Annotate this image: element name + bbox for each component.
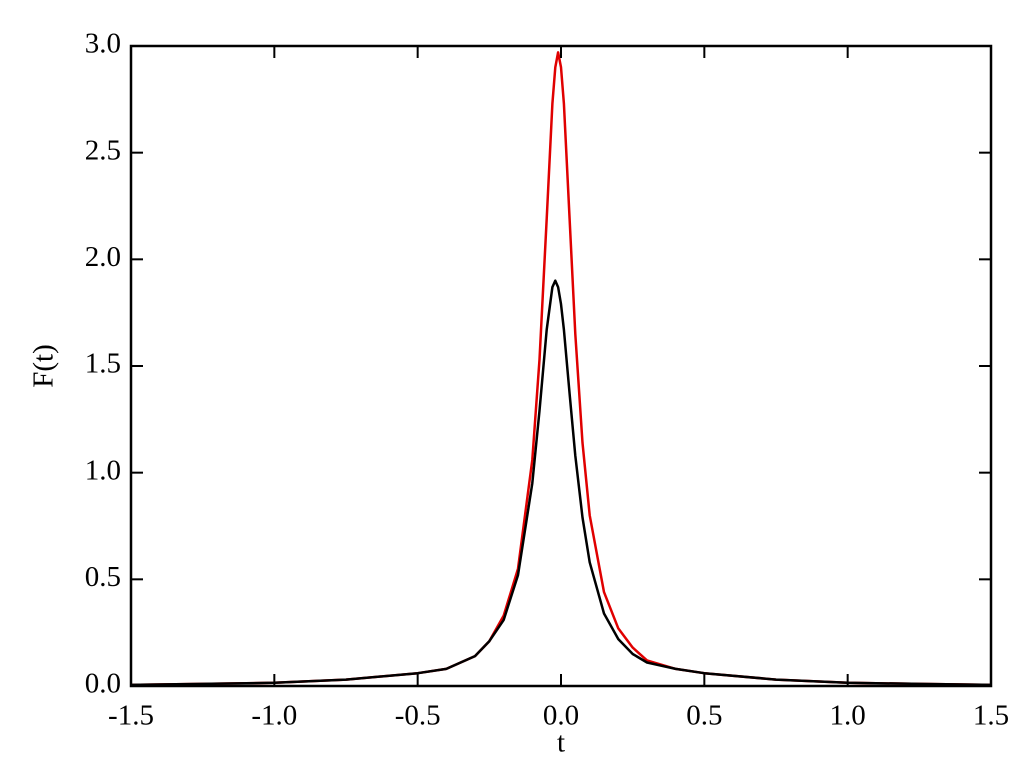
x-tick-label: -1.0	[251, 700, 297, 732]
x-tick-label: 1.5	[973, 700, 1009, 732]
line-series	[130, 279, 992, 687]
y-tick-label: 2.0	[85, 241, 121, 273]
y-tick-label: 3.0	[85, 28, 121, 60]
y-tick-label: 0.0	[85, 668, 121, 700]
y-tick-label: 2.5	[85, 134, 121, 166]
x-axis-label: t	[557, 727, 565, 759]
y-tick-label: 0.5	[85, 561, 121, 593]
y-axis-label: F(t)	[28, 344, 60, 388]
plot-frame	[129, 44, 993, 688]
x-tick-label: -0.5	[395, 700, 441, 732]
y-tick-label: 1.0	[85, 454, 121, 486]
x-tick-label: 1.0	[830, 700, 866, 732]
y-tick-label: 1.5	[85, 348, 121, 380]
line-series	[130, 51, 992, 687]
x-tick-label: 0.0	[543, 700, 579, 732]
x-tick-label: -1.5	[108, 700, 154, 732]
x-tick-label: 0.5	[686, 700, 722, 732]
